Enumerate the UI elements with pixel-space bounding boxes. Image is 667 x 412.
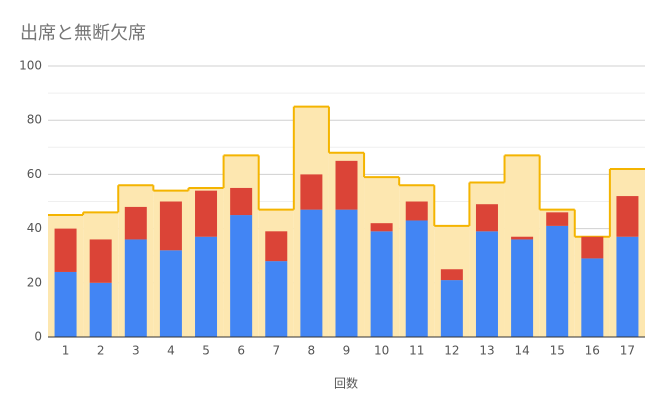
x-tick-label: 16 — [585, 344, 600, 358]
bar — [124, 206, 147, 240]
y-tick-label: 100 — [19, 59, 42, 73]
x-tick-label: 5 — [202, 344, 210, 358]
y-tick-label: 60 — [27, 167, 42, 181]
x-tick-label: 13 — [479, 344, 494, 358]
y-tick-label: 80 — [27, 113, 42, 127]
bar — [54, 271, 77, 337]
bar — [265, 231, 288, 262]
bar — [405, 220, 428, 337]
x-tick-label: 4 — [167, 344, 175, 358]
x-tick-label: 3 — [132, 344, 140, 358]
bar — [546, 225, 569, 337]
x-tick-label: 10 — [374, 344, 389, 358]
bar — [54, 228, 77, 272]
bar — [195, 236, 218, 337]
bar — [370, 223, 393, 232]
bar — [300, 174, 323, 210]
bar — [511, 236, 534, 240]
x-tick-label: 2 — [97, 344, 105, 358]
bar — [124, 239, 147, 337]
y-tick-label: 40 — [27, 221, 42, 235]
bar — [265, 261, 288, 337]
x-tick-label: 17 — [620, 344, 635, 358]
x-tick-label: 8 — [308, 344, 316, 358]
x-tick-label: 9 — [343, 344, 351, 358]
x-tick-label: 15 — [550, 344, 565, 358]
x-tick-label: 7 — [272, 344, 280, 358]
bar — [475, 231, 498, 337]
bar — [230, 215, 253, 337]
bar — [195, 190, 218, 237]
bar — [89, 282, 112, 337]
bar — [616, 196, 639, 237]
x-tick-label: 11 — [409, 344, 424, 358]
bar — [581, 236, 604, 259]
bar — [511, 239, 534, 337]
x-tick-label: 6 — [237, 344, 245, 358]
y-tick-label: 0 — [34, 330, 42, 344]
bar — [370, 231, 393, 337]
bar — [440, 269, 463, 281]
y-tick-label: 20 — [27, 275, 42, 289]
x-tick-label: 12 — [444, 344, 459, 358]
bar — [581, 258, 604, 337]
bar — [159, 250, 182, 337]
x-axis-label: 回数 — [334, 376, 358, 391]
bar — [440, 280, 463, 337]
bar — [335, 160, 358, 210]
x-tick-label: 14 — [514, 344, 529, 358]
bar — [89, 239, 112, 283]
bar — [475, 204, 498, 232]
bar — [405, 201, 428, 221]
x-tick-label: 1 — [62, 344, 70, 358]
bar — [335, 209, 358, 337]
bar — [546, 212, 569, 226]
bar — [616, 236, 639, 337]
chart-title: 出席と無断欠席 — [20, 23, 146, 44]
bar — [300, 209, 323, 337]
bar — [230, 187, 253, 216]
bar — [159, 201, 182, 251]
